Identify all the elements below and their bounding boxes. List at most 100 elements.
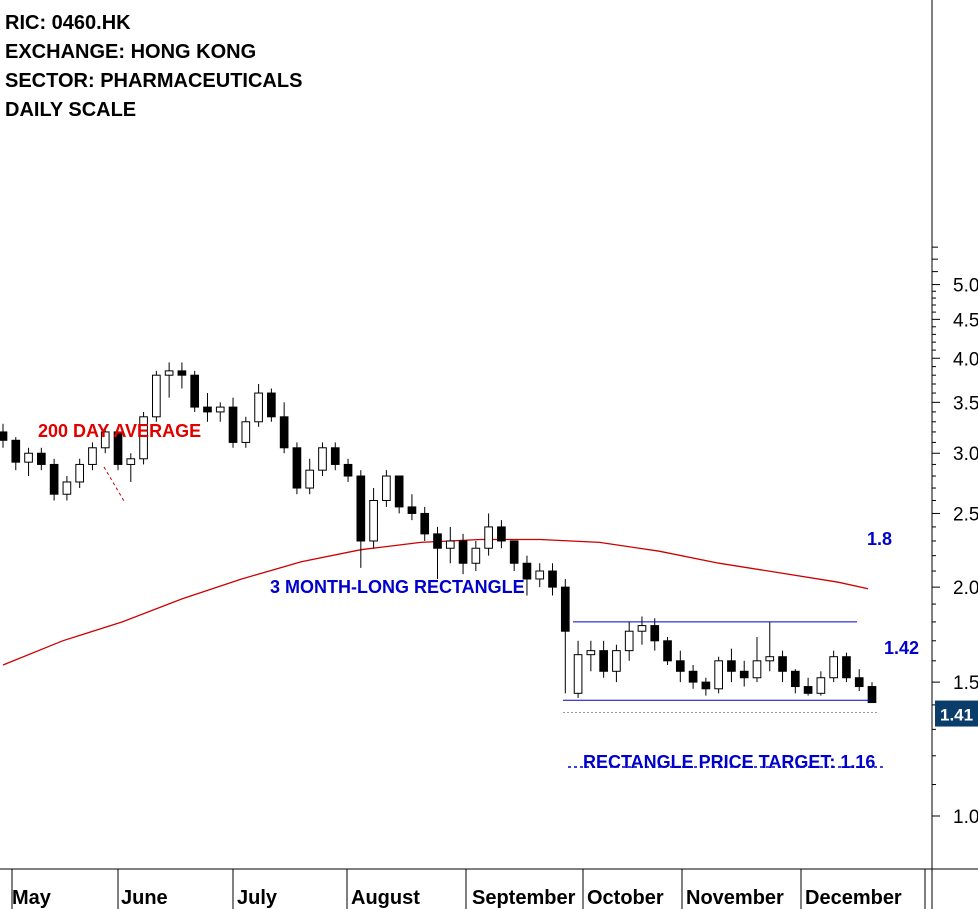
candle [522,555,532,596]
candle [867,682,877,704]
candle-body-up [765,656,775,662]
candle-body-down [190,374,200,408]
ma-200-pointer [103,466,125,502]
candle [829,650,838,683]
candle-body-down [650,625,660,642]
candle-body-down [803,686,813,694]
candle [152,370,161,422]
x-tick-label: June [121,887,168,909]
candle-body-down [203,406,212,413]
x-tick-label: December [805,887,902,909]
candle-body-up [215,406,225,413]
candle-body-down [548,570,557,588]
candles-layer [0,362,877,704]
candle [305,458,315,495]
candle-body-down [599,650,608,672]
candle-body-down [407,506,417,514]
candle [254,383,263,427]
y-tick-label: 2.0 [953,578,978,599]
levels-layer [563,621,884,768]
candle-body-up [241,421,251,443]
ma-200-line [2,538,869,666]
candle [663,636,672,665]
y-tick-label: 4.5 [953,310,978,331]
candle-body-down [267,392,276,418]
candle-body-down [113,431,123,465]
candle-body-down [522,562,532,580]
candle-body-up [484,526,493,549]
candle-body-up [829,656,838,679]
candle-body-up [126,458,136,465]
candle [675,650,685,683]
candle-body-down [292,447,302,489]
x-tick-label: October [587,887,664,909]
candle [535,563,545,588]
candle-body-up [152,374,161,418]
candle-body-up [318,447,327,471]
candle-body-down [790,670,800,688]
candle [356,470,366,568]
candle-body-down [0,431,8,441]
candle [752,636,762,683]
last-price-value: 1.41 [940,706,973,725]
price-target-label: RECTANGLE PRICE TARGET: 1.16 [583,752,876,772]
candle-body-down [49,463,59,495]
candle-body-down [842,656,851,679]
candle [637,616,647,645]
candle-body-down [458,540,468,564]
candle-body-up [254,392,263,423]
candle [190,370,200,412]
candle-body-up [573,654,583,694]
candle [37,447,46,471]
candle-body-up [612,650,621,672]
candle-body-down [688,670,698,683]
candle [241,416,251,448]
candle [279,402,289,454]
candle-body-down [394,475,404,508]
candle [318,442,327,477]
candle [382,470,391,507]
candle [599,640,608,678]
upper-level-label: 1.8 [867,529,893,549]
y-tick-label: 4.0 [953,349,978,370]
candle [330,442,340,471]
candle [739,660,749,687]
candle [586,640,596,672]
candle [433,526,442,579]
y-tick-label: 3.5 [953,393,978,414]
axes-layer: 1.0 1.5 2.0 2.5 3.0 3.5 4.0 4.5 5.0 May June July Au… [11,246,978,909]
candle-body-down [739,670,749,679]
candle-body-down [37,452,46,465]
candle [343,458,353,482]
y-tick-label: 5.0 [953,276,978,297]
candle-body-down [701,681,711,690]
candle-body-down [854,677,864,688]
candle [471,540,481,572]
candle-body-up [445,540,455,549]
candle [790,669,800,694]
candle-body-down [727,660,736,672]
x-tick-label: November [686,887,784,909]
ric-label: RIC: 0460.HK [5,12,131,34]
candle [573,640,583,698]
candle [727,648,736,683]
y-tick-label: 3.0 [953,444,978,465]
candle-body-down [228,406,238,443]
candle [369,488,378,549]
candle-body-up [305,469,315,489]
candle [24,447,33,477]
candle-body-up [24,452,33,463]
candle-body-down [497,526,506,542]
candle [100,426,110,454]
candle [803,677,813,696]
candle [113,431,123,471]
exchange-label: EXCHANGE: HONG KONG [5,41,257,63]
y-tick-label: 1.5 [953,673,978,694]
candle-body-down [663,640,672,662]
candle-body-down [778,656,787,672]
candle [816,671,826,696]
candle-body-down [177,370,187,376]
last-price-badge [935,700,978,727]
